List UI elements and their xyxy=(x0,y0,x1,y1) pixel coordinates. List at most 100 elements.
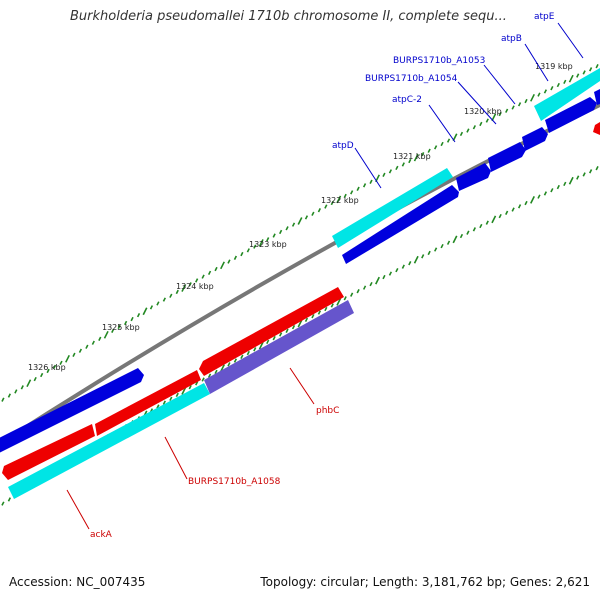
inner-tick-mark xyxy=(350,292,354,297)
gene-A1053-arrow[interactable] xyxy=(522,127,548,151)
inner-tick-mark xyxy=(175,392,179,398)
outer-tick-mark xyxy=(266,237,270,242)
inner-tick-mark xyxy=(188,385,192,390)
inner-tick-mark xyxy=(524,200,528,206)
ruler-label-1322: 1322 kbp xyxy=(321,196,359,205)
gene-A1054-arrow[interactable] xyxy=(488,142,526,172)
inner-tick-mark xyxy=(285,328,289,333)
gene-atpD-arrow[interactable] xyxy=(342,185,459,264)
cds-phbC-bar[interactable] xyxy=(204,300,354,394)
ruler-label-1326: 1326 kbp xyxy=(28,363,66,372)
outer-tick-mark xyxy=(413,153,419,162)
gene-atpE-arrow[interactable] xyxy=(594,89,600,105)
label-A1054[interactable]: BURPS1710b_A1054 xyxy=(365,74,458,84)
inner-tick-mark xyxy=(7,497,11,502)
leader-atpD xyxy=(354,147,382,189)
label-atpE[interactable]: atpE xyxy=(534,12,555,22)
label-phbC[interactable]: phbC xyxy=(316,406,339,416)
outer-tick-mark xyxy=(446,138,451,143)
gene-right-red-arrow[interactable] xyxy=(593,122,600,135)
gene-A1058-arrow[interactable] xyxy=(95,370,201,436)
inner-tick-mark xyxy=(240,354,244,359)
cds-ackA-bar[interactable] xyxy=(8,383,210,499)
outer-tick-mark xyxy=(427,148,431,153)
gene-ackA-arrow[interactable] xyxy=(2,424,95,480)
gene-phbC-arrow[interactable] xyxy=(199,287,344,376)
outer-tick-mark xyxy=(181,284,187,292)
leader-atpB xyxy=(524,43,549,82)
inner-tick-mark xyxy=(576,175,580,180)
outer-tick-mark xyxy=(401,162,405,167)
cds-atpB-bar[interactable] xyxy=(534,68,600,121)
label-atpB[interactable]: atpB xyxy=(501,34,522,44)
outer-tick-mark xyxy=(505,108,509,113)
outer-tick-mark xyxy=(498,111,502,117)
outer-tick-mark xyxy=(98,336,102,341)
inner-tick-mark xyxy=(369,281,373,287)
reverse-gene-labels: phbC BURPS1710b_A1058 ackA xyxy=(66,367,339,540)
inner-tick-mark xyxy=(201,377,205,382)
inner-tick-mark xyxy=(324,306,328,312)
inner-tick-mark xyxy=(595,166,599,171)
ruler-label-1325: 1325 kbp xyxy=(102,323,140,332)
leader-A1053 xyxy=(483,64,516,105)
outer-tick-mark xyxy=(240,251,244,257)
outer-tick-mark xyxy=(317,208,321,213)
outer-tick-mark xyxy=(14,389,18,394)
outer-tick-mark xyxy=(511,105,515,110)
label-atpC2[interactable]: atpC-2 xyxy=(392,95,422,105)
outer-tick-mark xyxy=(459,131,464,137)
gene-atpC2-arrow[interactable] xyxy=(456,163,491,191)
inner-tick-mark xyxy=(543,191,548,196)
outer-tick-mark xyxy=(188,282,192,287)
map-title: Burkholderia pseudomallei 1710b chromoso… xyxy=(70,9,507,24)
gene-atpB-arrow[interactable] xyxy=(545,97,597,133)
outer-tick-mark xyxy=(142,307,148,316)
outer-tick-mark xyxy=(576,73,580,78)
label-A1058[interactable]: BURPS1710b_A1058 xyxy=(188,477,281,487)
outer-tick-mark xyxy=(149,305,154,310)
inner-tick-mark xyxy=(472,227,476,232)
outer-tick-mark xyxy=(356,186,360,191)
outer-tick-mark xyxy=(52,364,57,370)
outer-tick-mark xyxy=(304,215,309,220)
outer-tick-mark xyxy=(530,93,535,102)
inner-tick-mark xyxy=(311,314,315,319)
outer-tick-mark xyxy=(343,193,347,199)
forward-strand xyxy=(0,68,600,455)
inner-tick-mark xyxy=(498,213,502,219)
outer-tick-mark xyxy=(162,297,166,302)
outer-tick-mark xyxy=(362,183,367,188)
inner-tick-mark xyxy=(156,404,160,409)
outer-tick-mark xyxy=(91,340,95,345)
gene-arrow-left-blue[interactable] xyxy=(0,368,144,455)
outer-tick-mark xyxy=(537,92,541,97)
chromosome-backbone xyxy=(0,102,600,446)
outer-tick-mark xyxy=(485,118,489,123)
outer-tick-mark xyxy=(369,179,373,184)
inner-tick-mark xyxy=(336,297,342,306)
outer-tick-mark xyxy=(201,274,205,279)
inner-tick-mark xyxy=(563,181,567,187)
label-atpD[interactable]: atpD xyxy=(332,141,354,151)
cds-atpD-bar[interactable] xyxy=(332,168,453,248)
outer-tick-mark xyxy=(156,301,160,306)
inner-tick-mark xyxy=(421,254,425,259)
outer-tick-mark xyxy=(582,70,586,75)
inner-tick-mark xyxy=(181,387,187,395)
outer-tick-mark xyxy=(311,211,315,216)
label-ackA[interactable]: ackA xyxy=(90,530,113,540)
inner-tick-mark xyxy=(589,169,593,174)
leader-A1054 xyxy=(457,81,497,125)
outer-tick-mark xyxy=(272,233,276,238)
leader-phbC xyxy=(289,367,315,405)
label-A1053[interactable]: BURPS1710b_A1053 xyxy=(393,56,485,66)
inner-tick-mark xyxy=(246,350,250,356)
outer-tick-mark xyxy=(568,74,574,83)
inner-tick-mark xyxy=(568,176,574,185)
outer-tick-mark xyxy=(207,270,212,276)
outer-tick-mark xyxy=(472,125,476,130)
outer-tick-mark xyxy=(103,330,109,339)
leader-atpE xyxy=(557,22,584,59)
